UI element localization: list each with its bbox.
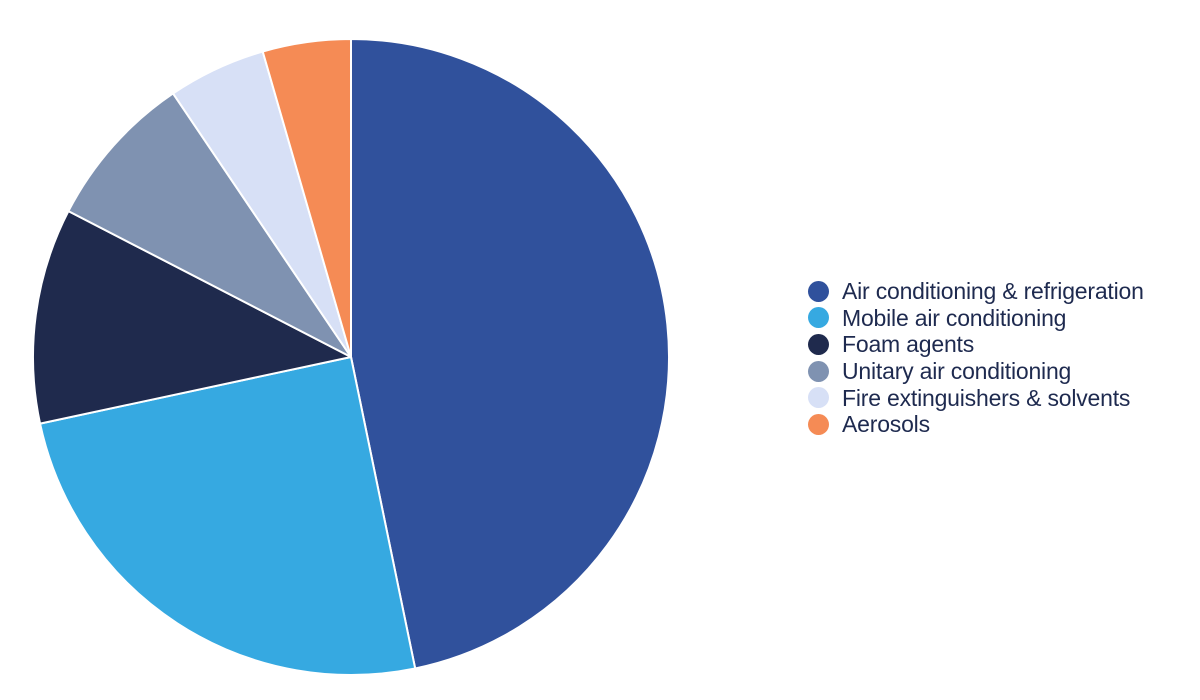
pie-plot-area <box>32 38 670 676</box>
legend-label: Foam agents <box>842 331 975 358</box>
legend-label: Mobile air conditioning <box>842 304 1067 331</box>
legend-swatch-icon <box>808 413 829 435</box>
legend-swatch-icon <box>808 360 829 382</box>
legend-item-foam-agents: Foam agents <box>808 331 1144 358</box>
legend-swatch-icon <box>808 280 829 302</box>
legend-label: Air conditioning & refrigeration <box>842 278 1144 305</box>
legend-item-unitary-air-conditioning: Unitary air conditioning <box>808 358 1144 385</box>
legend-item-mobile-air-conditioning: Mobile air conditioning <box>808 305 1144 332</box>
legend-swatch-icon <box>808 333 829 355</box>
pie-slice-aerosols <box>261 38 352 358</box>
legend-item-fire-extinguishers-and-solvents: Fire extinguishers & solvents <box>808 384 1144 411</box>
legend-label: Unitary air conditioning <box>842 358 1072 385</box>
legend-item-air-conditioning-and-refrigeration: Air conditioning & refrigeration <box>808 278 1144 305</box>
legend-item-aerosols: Aerosols <box>808 411 1144 438</box>
pie-slice-foam-agents <box>32 210 352 425</box>
pie-slice-unitary-air-conditioning <box>67 92 352 358</box>
legend-label: Fire extinguishers & solvents <box>842 384 1131 411</box>
pie-slice-air-conditioning-and-refrigeration <box>350 38 670 670</box>
legend-swatch-icon <box>808 387 829 409</box>
chart-legend: Air conditioning & refrigeration Mobile a… <box>808 278 1144 438</box>
legend-label: Aerosols <box>842 411 930 438</box>
legend-swatch-icon <box>808 307 829 329</box>
pie-slice-mobile-air-conditioning <box>39 356 417 676</box>
